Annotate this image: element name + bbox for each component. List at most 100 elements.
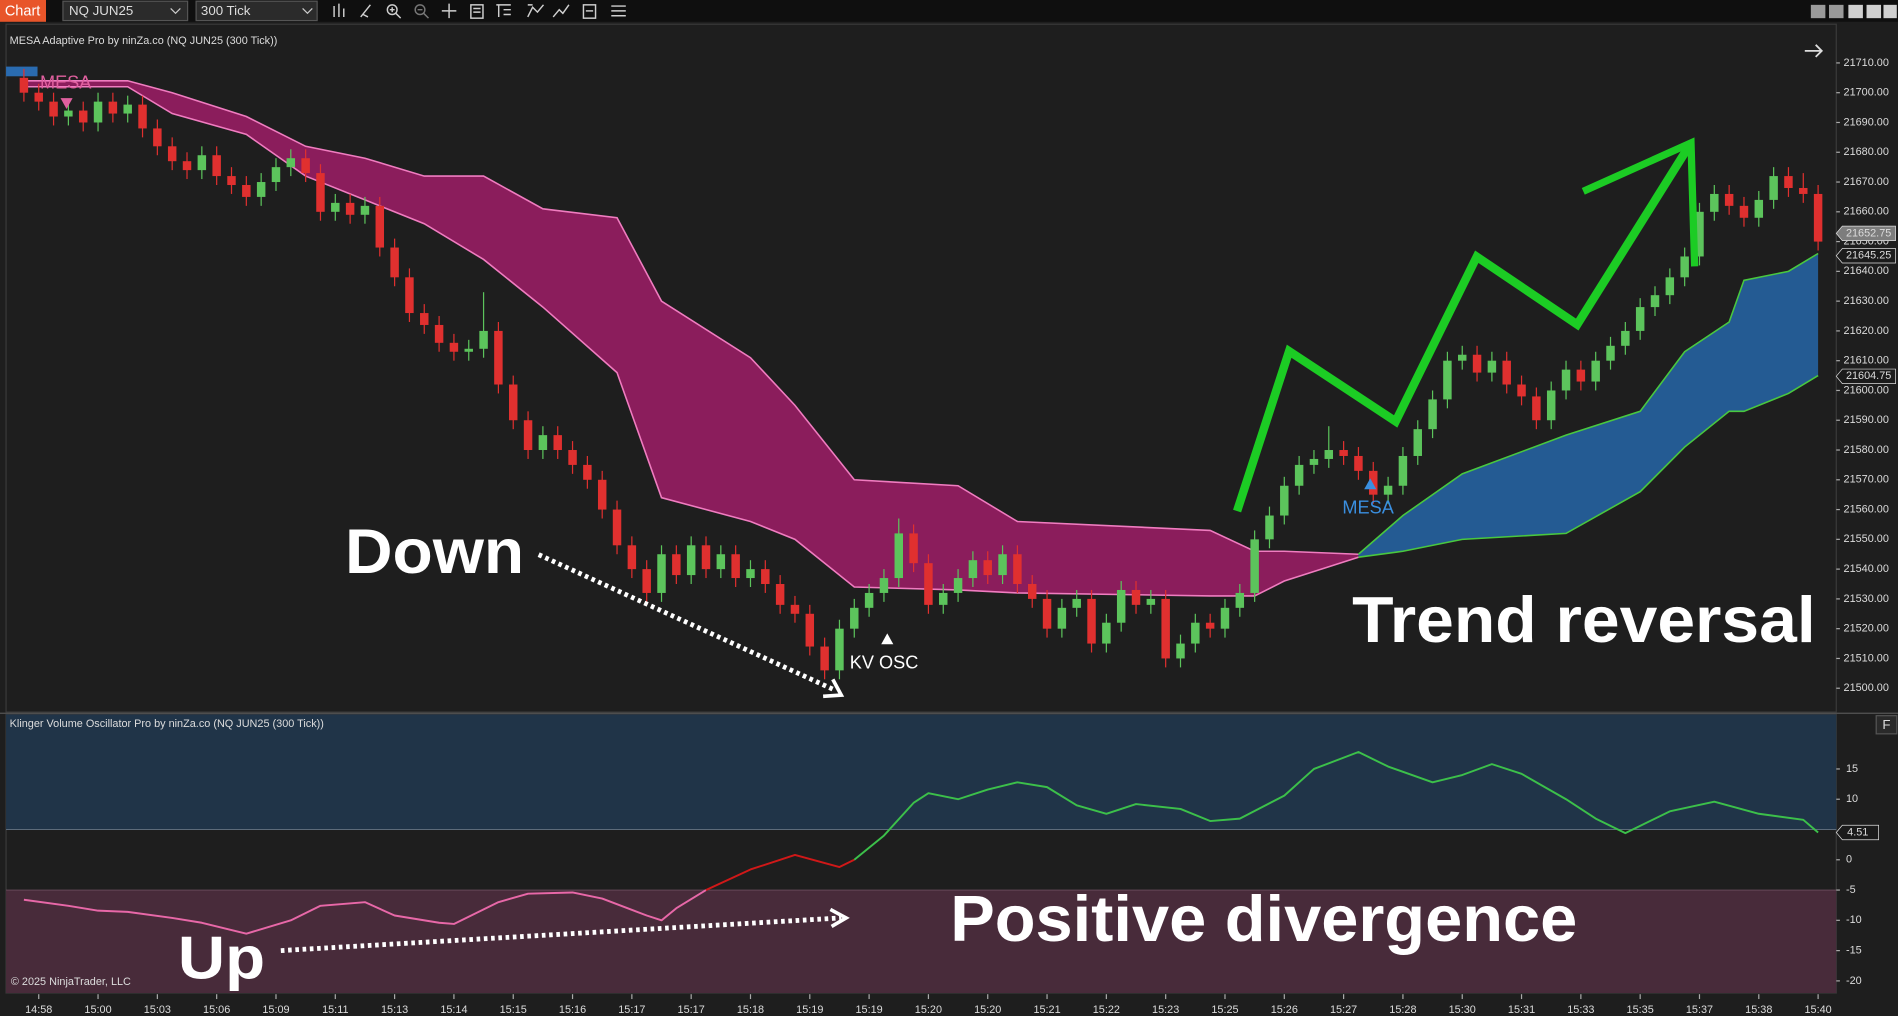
instrument-label[interactable]: NQ JUN25 [69,3,133,18]
panel-button[interactable] [1875,715,1898,735]
x-tick-label: 15:33 [1567,1004,1594,1016]
x-tick-label: 15:11 [322,1004,348,1016]
chart-button-label[interactable]: Chart [5,3,40,19]
candle-body [805,613,815,647]
candle-body [227,176,236,186]
x-tick-label: 15:09 [262,1004,289,1016]
candle-body [182,161,192,171]
candle-body [1398,455,1408,486]
period-label[interactable]: 300 Tick [201,3,251,18]
candle-body [968,560,978,579]
band-edge [23,85,1359,597]
candle-body [1710,193,1719,212]
band-edge [23,80,1359,556]
candle-body [123,104,132,114]
panel-button-label[interactable]: F [1882,717,1890,732]
upper-zone [6,714,1837,830]
signal-arrow [60,98,73,109]
price-marker [1835,225,1896,242]
candle-body [983,560,992,576]
candle-body [1739,205,1749,218]
candle-body [879,578,889,593]
candle-body [1265,515,1274,540]
trend-arrow-head [1581,137,1699,267]
marks: 21500.00 21510.00 21520.00 21530.00 21540.00… [6,57,1896,1016]
candle-body [78,110,88,123]
y-tick-label: 21570.00 [1844,474,1889,486]
candle-body [1621,330,1630,346]
x-tick-label: 14:58 [25,1004,52,1016]
candle-body [420,313,429,325]
y-tick-label: 21510.00 [1844,652,1889,664]
y-tick-label: 21600.00 [1844,384,1889,396]
candle-body [686,545,696,576]
candle-body [1665,277,1675,296]
y-tick-label: 21590.00 [1844,414,1889,426]
candle-body [1013,554,1022,585]
candle-body [775,584,785,605]
x-tick-label: 15:00 [84,1004,111,1016]
candle-body [568,450,577,465]
band-fill [1358,253,1819,558]
panel-title: Klinger Volume Oscillator Pro by ninZa.c… [10,718,324,730]
candle-body [864,592,874,608]
candle-body [1472,354,1482,373]
candle-body [242,185,251,197]
dotted-arrow [537,552,837,693]
x-tick-label: 15:31 [1508,1004,1535,1016]
x-tick-label: 15:27 [1330,1004,1357,1016]
candle-body [434,324,444,343]
candle-body [761,569,770,585]
candle-body [1309,458,1319,465]
candle-body [731,554,740,579]
x-tick-label: 15:35 [1627,1004,1654,1016]
y-tick-label: 21680.00 [1844,146,1889,158]
candle-body [553,435,562,451]
candle-body [360,205,370,215]
candle-body [1576,369,1586,382]
candle-body [49,101,58,117]
candle-body [390,247,399,278]
candle-body [1057,607,1067,629]
x-tick-label: 15:13 [381,1004,408,1016]
instrument-select[interactable] [62,0,189,22]
chart-button[interactable] [0,0,46,22]
candle-body [464,348,473,352]
oscillator-line [23,889,707,935]
candle-body [746,569,755,579]
candle-body [1161,598,1170,659]
candle-body [1695,211,1704,257]
candle-body [93,101,103,123]
x-tick-label: 15:38 [1745,1004,1772,1016]
annotation-text: Trend reversal [1352,583,1816,656]
candle-body [1487,360,1497,373]
candle-body [138,104,147,129]
price-marker-label: 21645.25 [1846,250,1891,262]
candle-body [1532,396,1541,421]
x-tick-label: 15:17 [678,1004,705,1016]
candle-body [1517,384,1526,397]
y-tick-label: 21580.00 [1844,444,1889,456]
candle-body [64,110,73,117]
candle-body [894,533,904,579]
candle-body [1235,592,1245,608]
candle-body [1294,464,1304,486]
dropdown-arrow [302,8,313,15]
candle-body [256,182,266,197]
period-select[interactable] [195,0,318,22]
toolbar-icons[interactable] [333,3,626,19]
candle-body [375,205,385,248]
y-tick-label: 21620.00 [1844,325,1889,337]
candle-body [1546,390,1556,421]
candle-body [345,202,355,215]
window-buttons[interactable] [1810,4,1897,19]
scroll-arrow[interactable] [1804,44,1824,58]
candle-body [405,277,414,314]
candle-body [1813,193,1823,242]
candle-body [1339,450,1348,456]
candle-body [1724,193,1734,206]
x-tick-label: 15:21 [1033,1004,1060,1016]
candle-body [331,202,340,212]
band-edge [1358,374,1819,558]
band-edge [1357,252,1819,555]
